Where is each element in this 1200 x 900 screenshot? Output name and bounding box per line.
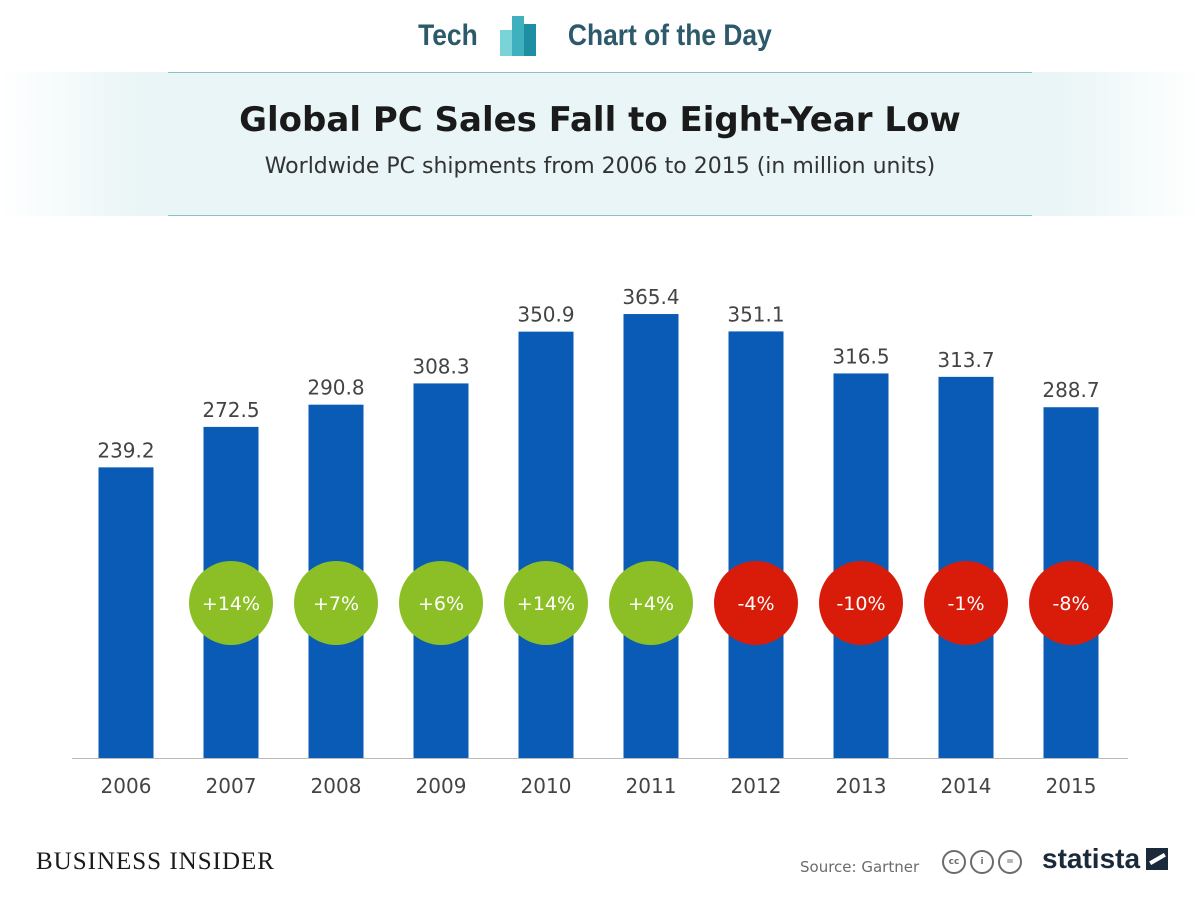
bottom-divider	[168, 215, 1032, 216]
cc-icon: cc	[942, 850, 966, 874]
value-label-2009: 308.3	[412, 354, 469, 378]
business-insider-logo: BUSINESS INSIDER	[36, 848, 275, 875]
bar-2011	[623, 314, 679, 758]
change-label-2014: -1%	[948, 593, 985, 615]
change-badge-2010	[504, 561, 588, 645]
top-divider	[168, 72, 1032, 73]
bar-chart: 239.2 2006 272.5 2007 +14% 290.8 2008 +7% 308.3 2…	[72, 285, 1128, 798]
statista-icon	[1146, 848, 1169, 870]
chart-logo-icon	[500, 16, 537, 56]
header: Tech Chart of the Day	[0, 0, 1200, 72]
change-label-2011: +4%	[628, 593, 674, 615]
value-label-2012: 351.1	[727, 302, 784, 326]
change-label-2013: -10%	[836, 593, 885, 615]
x-tick-2012: 2012	[731, 774, 782, 798]
chart-title: Global PC Sales Fall to Eight-Year Low	[239, 100, 961, 140]
change-label-2010: +14%	[517, 593, 575, 615]
value-label-2010: 350.9	[517, 303, 574, 327]
chart-subtitle: Worldwide PC shipments from 2006 to 2015…	[264, 154, 936, 179]
by-icon: i	[970, 850, 994, 874]
value-label-2007: 272.5	[202, 398, 259, 422]
statista-label: statista	[1042, 843, 1141, 874]
value-label-2006: 239.2	[97, 438, 154, 462]
change-badge-2008	[294, 561, 378, 645]
change-label-2015: -8%	[1053, 593, 1090, 615]
change-label-2009: +6%	[418, 593, 464, 615]
x-tick-2008: 2008	[311, 774, 362, 798]
chart-of-the-day-label: Chart of the Day	[567, 19, 772, 52]
value-label-2011: 365.4	[622, 285, 679, 309]
x-tick-2011: 2011	[626, 774, 677, 798]
change-badge-2012	[714, 561, 798, 645]
x-tick-2010: 2010	[521, 774, 572, 798]
x-tick-2014: 2014	[941, 774, 992, 798]
value-label-2008: 290.8	[307, 376, 364, 400]
value-label-2014: 313.7	[937, 348, 994, 372]
change-label-2012: -4%	[738, 593, 775, 615]
x-tick-2013: 2013	[836, 774, 887, 798]
x-tick-2015: 2015	[1046, 774, 1097, 798]
change-badge-2015	[1029, 561, 1113, 645]
change-badge-2013	[819, 561, 903, 645]
bar-2006	[98, 467, 154, 758]
source-note: Source: Gartner	[800, 858, 920, 876]
value-label-2015: 288.7	[1042, 378, 1099, 402]
value-label-2013: 316.5	[832, 344, 889, 368]
change-label-2007: +14%	[202, 593, 260, 615]
nd-icon: =	[998, 850, 1022, 874]
license-icons: cc i =	[942, 850, 1022, 874]
change-badge-2009	[399, 561, 483, 645]
change-label-2008: +7%	[313, 593, 359, 615]
change-badge-2011	[609, 561, 693, 645]
statista-logo: statista	[1042, 843, 1169, 875]
x-tick-2009: 2009	[416, 774, 467, 798]
bar-2012	[728, 331, 784, 758]
change-badge-2007	[189, 561, 273, 645]
x-tick-2006: 2006	[101, 774, 152, 798]
bar-2010	[518, 331, 574, 758]
title-band	[0, 72, 1200, 216]
x-tick-2007: 2007	[206, 774, 257, 798]
change-badge-2014	[924, 561, 1008, 645]
tech-label: Tech	[418, 19, 478, 52]
